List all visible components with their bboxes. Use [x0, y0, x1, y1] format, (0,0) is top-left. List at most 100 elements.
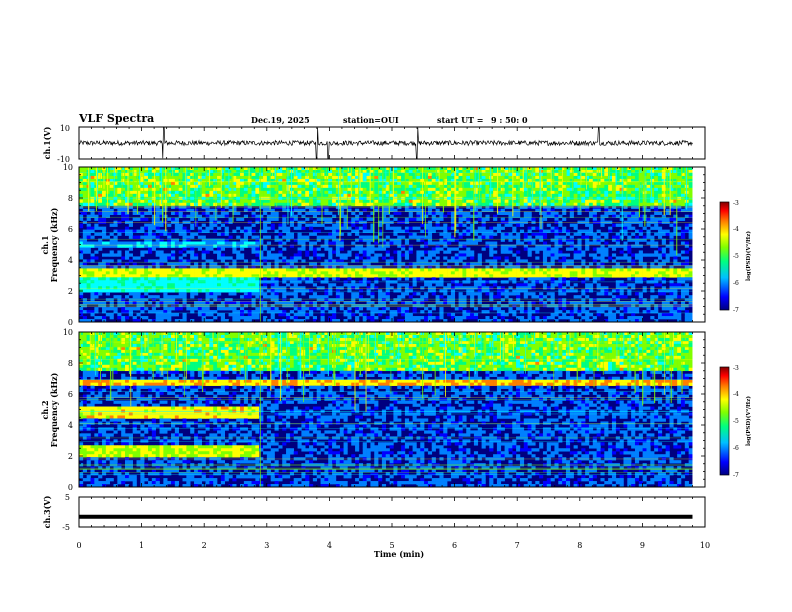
ch1-spec-cell — [117, 313, 122, 317]
ch1-spec-cell — [255, 268, 260, 272]
ch1-spec-cell — [213, 310, 218, 314]
ch1-spec-cell — [82, 178, 87, 183]
ch1-spec-cell — [458, 214, 463, 218]
ch1-spec-cell — [159, 301, 164, 305]
ch1-spec-cell — [320, 271, 325, 275]
ch1-spec-cell — [381, 319, 387, 323]
ch1-spec-cell — [366, 244, 371, 248]
ch1-spec-cell — [255, 292, 260, 296]
ch1-spec-cell — [362, 172, 367, 177]
ch1-spec-cell — [412, 292, 417, 296]
ch1-spec-cell — [385, 253, 390, 257]
ch1-spec-cell — [125, 184, 130, 189]
ch1-spec-cell — [159, 319, 164, 323]
ch1-spec-cell — [232, 319, 237, 323]
ch1-spec-cell — [98, 232, 103, 236]
ch1-spec-cell — [171, 283, 176, 287]
ch1-spec-cell — [385, 217, 390, 221]
ch1-spec-cell — [98, 199, 103, 204]
ch1-spec-cell — [79, 167, 84, 171]
ch1-spec-cell — [297, 253, 302, 257]
ch1-spec-cell — [209, 202, 214, 207]
ch1-spec-cell — [351, 202, 356, 207]
ch1-spec-cell — [186, 199, 191, 204]
ch1-spec-cell — [573, 205, 578, 210]
ch1-spec-cell — [519, 205, 525, 210]
ch1-spec-cell — [470, 199, 475, 204]
ch1-spec-cell — [516, 232, 521, 236]
ch1-spec-cell — [569, 313, 574, 317]
ch1-spec-cell — [113, 205, 118, 210]
ch1-spec-cell — [312, 229, 318, 233]
ch1-spec-cell — [427, 205, 433, 210]
ch1-spec-cell — [109, 208, 114, 213]
ch1-spec-cell — [251, 202, 256, 207]
ch1-spec-cell — [585, 313, 590, 317]
ch1-spec-cell — [144, 175, 149, 180]
ch1-spec-cell — [144, 193, 149, 198]
ch1-spec-cell — [577, 241, 582, 245]
ch1-spec-cell — [243, 169, 248, 174]
ch1-spec-cell — [443, 190, 448, 195]
ch1-spec-cell — [243, 226, 248, 230]
ch1-spec-cell — [588, 169, 594, 174]
ch1-spec-cell — [435, 178, 440, 183]
ch1-spec-cell — [355, 283, 360, 287]
ch1-spec-cell — [542, 271, 548, 275]
ch1-spec-cell — [542, 286, 548, 290]
ch1-spec-cell — [592, 169, 597, 174]
ch1-spec-cell — [500, 292, 505, 296]
ch1-spec-cell — [278, 169, 283, 174]
ch1-spec-cell — [136, 274, 141, 278]
ch1-spec-cell — [585, 232, 590, 236]
ch1-spec-cell — [171, 181, 176, 186]
ch1-spec-cell — [439, 310, 444, 314]
ch1-spec-cell — [381, 304, 387, 308]
ch1-spec-cell — [263, 205, 268, 210]
ch1-spec-cell — [439, 184, 444, 189]
ch1-spec-cell — [217, 256, 222, 260]
ch1-spec-cell — [297, 172, 302, 177]
ch1-spec-cell — [470, 262, 475, 266]
ch1-spec-cell — [523, 292, 528, 296]
ch1-spec-cell — [293, 184, 298, 189]
ch1-spec-cell — [443, 232, 448, 236]
ch1-spec-cell — [247, 175, 252, 180]
ch1-spec-cell — [454, 193, 459, 198]
ch1-spec-cell — [144, 226, 149, 230]
ch1-spec-cell — [144, 277, 149, 281]
ch1-spec-cell — [266, 169, 272, 174]
ch1-spec-cell — [489, 286, 494, 290]
ch1-spec-cell — [155, 205, 160, 210]
ch1-spec-cell — [82, 232, 87, 236]
ch1-spec-cell — [121, 184, 126, 189]
ch1-spec-cell — [477, 271, 482, 275]
ch1-spec-cell — [167, 277, 172, 281]
ch1-spec-cell — [182, 253, 187, 257]
ch1-spec-cell — [140, 283, 145, 287]
ch1-spec-cell — [209, 271, 214, 275]
ch1-spec-cell — [443, 181, 448, 186]
ch1-spec-cell — [132, 199, 137, 204]
ch1-spec-cell — [186, 235, 191, 239]
ch1-spec-cell — [240, 199, 245, 204]
ch1-spec-cell — [236, 226, 241, 230]
ch1-spec-cell — [182, 190, 187, 195]
ch1-spec-cell — [205, 277, 210, 281]
ch1-spec-cell — [466, 229, 471, 233]
ch1-spec-cell — [489, 184, 494, 189]
ch1-spec-cell — [171, 187, 176, 192]
ch1-spec-cell — [527, 229, 532, 233]
ch1-spec-cell — [228, 241, 233, 245]
ch1-spec-cell — [504, 232, 509, 236]
ch1-spec-cell — [481, 229, 486, 233]
ch1-spec-cell — [347, 190, 352, 195]
ch1-spec-cell — [155, 202, 160, 207]
ch1-spec-cell — [496, 169, 502, 174]
ch1-spec-cell — [519, 286, 525, 290]
ch1-spec-cell — [182, 172, 187, 177]
ch1-spec-cell — [232, 268, 237, 272]
ch1-spec-cell — [312, 199, 318, 204]
ch1-spec-cell — [128, 190, 133, 195]
ch1-spec-cell — [178, 256, 183, 260]
